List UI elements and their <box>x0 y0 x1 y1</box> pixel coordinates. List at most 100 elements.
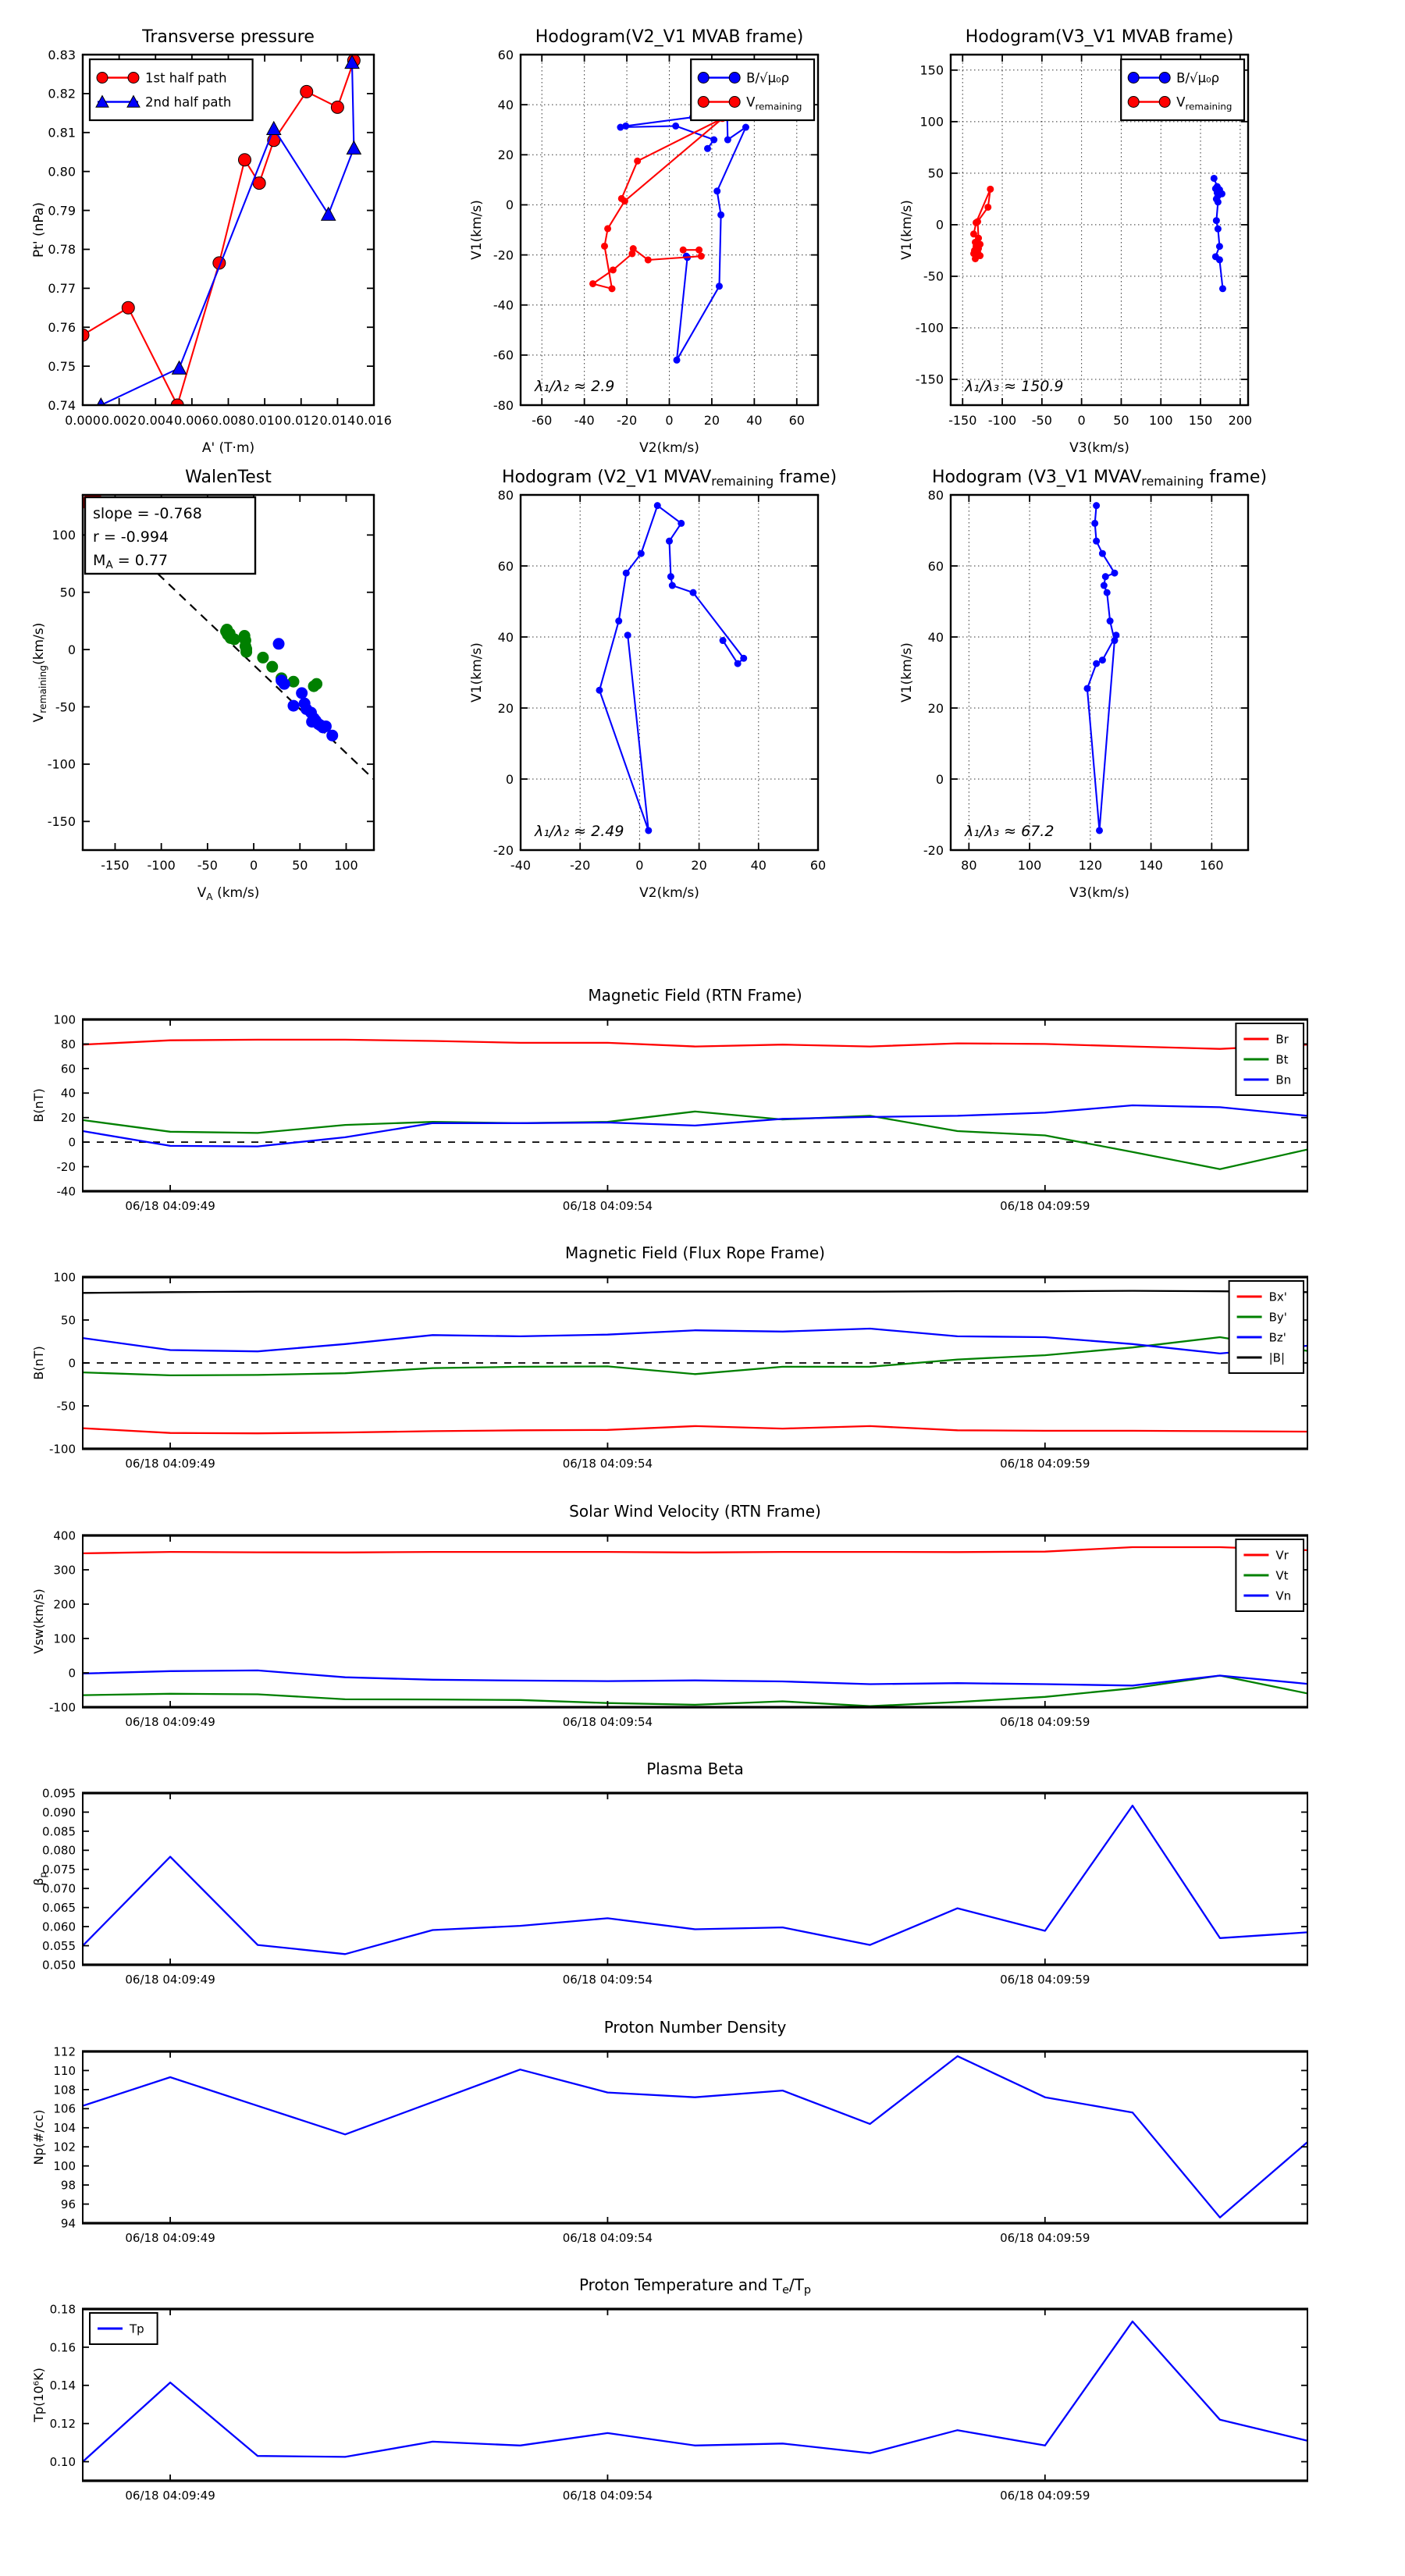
text-span: 100 <box>53 1012 76 1026</box>
text-span: 60 <box>61 1062 76 1076</box>
text-span: A <box>206 891 213 902</box>
x-axis-label: V2(km/s) <box>639 885 699 901</box>
hodogram-v3v1-mvav-plot: 80 100 120 140 160 -20 0 20 40 60 80 Hodogram (V3_V… <box>893 451 1267 916</box>
text-span: Hodogram(V3_V1 MVAB frame) <box>966 27 1234 47</box>
text-span: 150 <box>1189 413 1213 428</box>
x-tick-label: -150 <box>948 413 976 428</box>
y-tick-label: 400 <box>53 1528 76 1542</box>
x-tick-label: 06/18 04:09:59 <box>1000 2489 1090 2503</box>
plot-title: Plasma Beta <box>646 1759 744 1778</box>
series-line-v-remaining <box>592 117 724 290</box>
text-span: Proton Number Density <box>604 2018 787 2037</box>
legend-item-label: Bt <box>1275 1052 1288 1066</box>
text-span: Bn <box>1275 1073 1291 1087</box>
text-span: 96 <box>61 2197 76 2211</box>
y-axis-label: V1(km/s) <box>469 200 485 260</box>
x-tick-label: 06/18 04:09:49 <box>125 1973 215 1987</box>
text-span: 140 <box>1139 858 1163 873</box>
x-tick-label: 0.012 <box>283 413 319 428</box>
y-tick-label: 80 <box>498 488 514 503</box>
text-span: V <box>197 885 207 901</box>
y-tick-label: -50 <box>57 1399 76 1413</box>
series-marker <box>697 252 705 260</box>
text-span: 0 <box>68 1136 76 1150</box>
text-span: 40 <box>498 630 514 645</box>
y-tick-label: -100 <box>48 757 76 772</box>
x-tick-label: 0 <box>665 413 673 428</box>
y-tick-label: 40 <box>928 630 944 645</box>
y-tick-label: 60 <box>61 1062 76 1076</box>
text-span: 102 <box>53 2140 76 2154</box>
y-tick-label: 112 <box>53 2044 76 2058</box>
x-axis-label: A' (T·m) <box>202 440 254 456</box>
series-marker <box>703 144 711 152</box>
x-tick-label: 06/18 04:09:49 <box>125 2231 215 2245</box>
text-span: 0.065 <box>42 1901 76 1915</box>
y-tick-label: 0 <box>506 197 514 212</box>
y-tick-label: 50 <box>928 166 944 181</box>
x-tick-label: 60 <box>810 858 826 873</box>
plot-title: Hodogram(V3_V1 MVAB frame) <box>966 27 1234 47</box>
text-span: V1(km/s) <box>469 200 485 260</box>
legend-item-label: B/√μ₀ρ <box>1176 70 1219 85</box>
series-marker <box>695 246 703 254</box>
series-marker <box>728 96 741 108</box>
x-axis-label: V3(km/s) <box>1069 885 1129 901</box>
series-marker <box>596 686 603 694</box>
y-tick-label: 0 <box>68 1666 76 1680</box>
y-tick-label: 0.050 <box>42 1958 76 1972</box>
series-marker <box>622 122 630 130</box>
series-marker <box>1083 685 1091 692</box>
text-span: 06/18 04:09:59 <box>1000 2231 1090 2245</box>
eigenvalue-annotation: λ₁/λ₂ ≈ 2.9 <box>534 378 614 395</box>
series-marker <box>296 687 308 699</box>
proton-density-svg: 06/18 04:09:49 06/18 04:09:54 06/18 04:09:… <box>31 2018 1308 2245</box>
text-span: Magnetic Field (Flux Rope Frame) <box>565 1244 825 1262</box>
y-tick-label: 94 <box>61 2216 76 2230</box>
text-span: Np(#/cc) <box>31 2110 46 2165</box>
y-tick-label: 104 <box>53 2121 76 2135</box>
text-span: p <box>37 1872 48 1877</box>
x-tick-label: -40 <box>574 413 595 428</box>
x-tick-label: 06/18 04:09:59 <box>1000 1457 1090 1471</box>
text-span: Pt' (nPa) <box>31 202 47 258</box>
x-tick-label: 0 <box>1078 413 1086 428</box>
legend-item-label: Br <box>1275 1032 1289 1046</box>
text-span: -20 <box>57 1160 76 1174</box>
y-tick-label: 0.090 <box>42 1806 76 1820</box>
y-tick-label: -60 <box>493 348 514 363</box>
x-tick-label: 0.010 <box>247 413 283 428</box>
legend-item-label: Bz' <box>1269 1330 1286 1344</box>
legend-frame <box>1120 58 1246 122</box>
y-tick-label: 0.75 <box>48 359 76 374</box>
x-tick-label: -50 <box>197 858 218 873</box>
text-span: -50 <box>1032 413 1052 428</box>
series-marker <box>672 122 680 130</box>
series-marker <box>628 250 636 258</box>
plot-title: Hodogram(V2_V1 MVAB frame) <box>535 27 804 47</box>
x-tick-label: 06/18 04:09:54 <box>563 1199 653 1213</box>
y-tick-label: 100 <box>53 1631 76 1646</box>
series-marker <box>678 519 685 527</box>
series-marker <box>617 123 624 131</box>
y-tick-label: 0.095 <box>42 1786 76 1800</box>
series-marker <box>1093 502 1101 510</box>
legend-frame <box>88 58 254 122</box>
y-tick-label: 20 <box>498 148 514 162</box>
text-span: 06/18 04:09:49 <box>125 1199 215 1213</box>
text-span: -40 <box>493 297 514 312</box>
x-axis-label: VA (km/s) <box>197 885 260 902</box>
text-span: 06/18 04:09:49 <box>125 1973 215 1987</box>
legend: Vr Vt Vn <box>1235 1539 1305 1612</box>
series-line-bx- <box>83 1425 1307 1435</box>
legend: 1st half path 2nd half path <box>88 58 254 122</box>
text-span: 100 <box>1149 413 1173 428</box>
x-tick-label: 06/18 04:09:54 <box>563 2231 653 2245</box>
series-marker <box>1215 256 1223 264</box>
legend-item-label: Vremaining <box>1176 94 1232 112</box>
y-tick-label: 110 <box>53 2064 76 2078</box>
legend-item-label: By' <box>1269 1310 1287 1324</box>
text-span: B(nT) <box>31 1088 46 1122</box>
y-tick-label: 80 <box>61 1037 76 1051</box>
walen-test-svg: -150 -100 -50 0 50 100 -150 -100 -50 0 50 100 WalenT… <box>31 468 375 902</box>
